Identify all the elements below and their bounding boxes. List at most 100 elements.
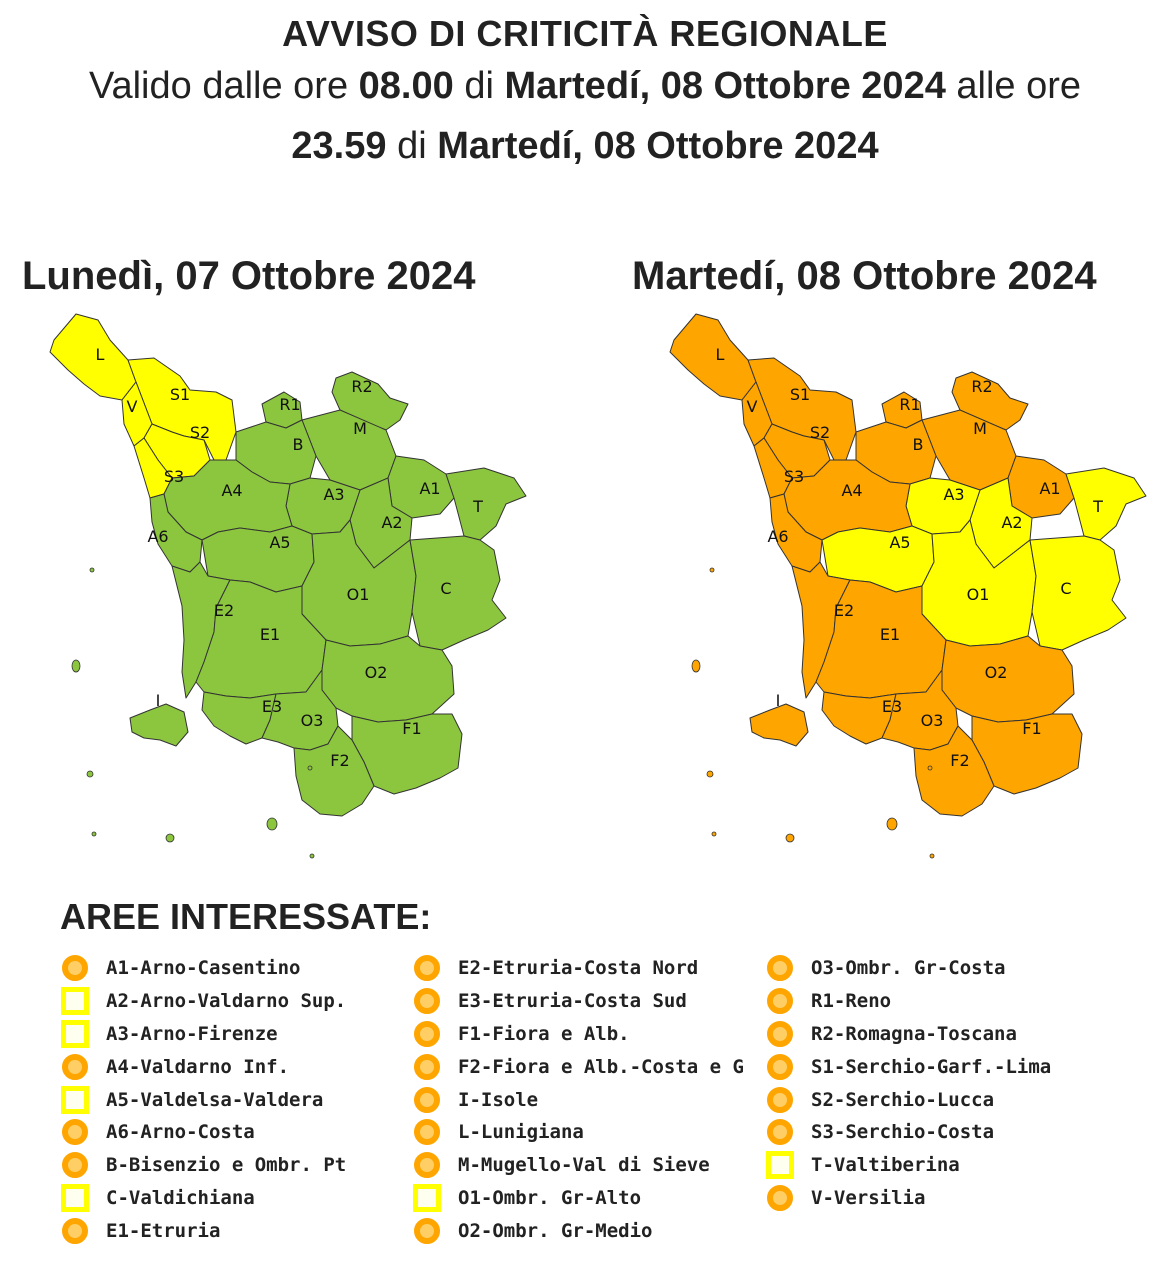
zone-label: O2	[985, 663, 1008, 682]
islet	[91, 831, 97, 837]
legend-item: R2-Romagna-Toscana	[765, 1018, 1051, 1051]
orange-circle-icon	[765, 1117, 795, 1147]
legend-item: M-Mugello-Val di Sieve	[412, 1149, 744, 1182]
zone-label: A2	[381, 513, 402, 532]
legend-item: R1-Reno	[765, 985, 1051, 1018]
legend-item-label: I-Isole	[458, 1088, 539, 1111]
legend-item: V-Versilia	[765, 1182, 1051, 1215]
zone-label: E3	[262, 697, 282, 716]
legend-item-label: E1-Etruria	[106, 1219, 221, 1242]
zone-label: O3	[301, 711, 324, 730]
zone-c	[1029, 535, 1127, 651]
legend-item: A6-Arno-Costa	[60, 1116, 346, 1149]
legend-item: A4-Valdarno Inf.	[60, 1050, 346, 1083]
islet	[711, 831, 717, 837]
orange-circle-icon	[412, 1216, 442, 1246]
yellow-square-icon	[412, 1183, 442, 1213]
legend-item-label: A5-Valdelsa-Valdera	[106, 1088, 324, 1111]
orange-circle-icon	[412, 1052, 442, 1082]
zone-f2	[913, 725, 995, 817]
legend-item-label: A3-Arno-Firenze	[106, 1022, 278, 1045]
legend-item: E1-Etruria	[60, 1214, 346, 1247]
orange-circle-icon	[60, 1216, 90, 1246]
zone-i	[749, 703, 809, 747]
legend-item-label: C-Valdichiana	[106, 1186, 255, 1209]
legend-item: S1-Serchio-Garf.-Lima	[765, 1050, 1051, 1083]
zone-label: S3	[784, 467, 804, 486]
legend-item-label: A4-Valdarno Inf.	[106, 1055, 290, 1078]
zone-label: A2	[1001, 513, 1022, 532]
zone-label: E2	[834, 601, 854, 620]
legend-item-label: T-Valtiberina	[811, 1154, 960, 1177]
zone-label: B	[293, 435, 304, 454]
zone-label: E2	[214, 601, 234, 620]
legend-item-label: R2-Romagna-Toscana	[811, 1022, 1017, 1045]
legend-item-label: A2-Arno-Valdarno Sup.	[106, 990, 347, 1013]
legend-column-1: A1-Arno-Casentino A2-Arno-Valdarno Sup. A3…	[60, 952, 346, 1247]
legend-item-label: V-Versilia	[811, 1186, 926, 1209]
zone-label: S1	[790, 385, 810, 404]
zone-label: M	[353, 419, 367, 438]
zone-f2	[293, 725, 375, 817]
islet	[929, 853, 935, 859]
zone-t	[445, 467, 527, 541]
zone-label: F2	[950, 751, 969, 770]
legend-item: O3-Ombr. Gr-Costa	[765, 952, 1051, 985]
legend-item-label: F2-Fiora e Alb.-Costa e G	[458, 1055, 744, 1078]
islet	[165, 833, 175, 843]
legend-item: L-Lunigiana	[412, 1116, 744, 1149]
zone-label: T	[1092, 497, 1103, 516]
zone-o2	[941, 635, 1075, 723]
zone-label: O1	[967, 585, 990, 604]
zone-label: T	[472, 497, 483, 516]
zone-label: O3	[921, 711, 944, 730]
zone-label: M	[973, 419, 987, 438]
islet	[886, 817, 898, 831]
zone-label: O2	[365, 663, 388, 682]
start-date: Martedí, 08 Ottobre 2024	[504, 65, 946, 107]
zone-label: A1	[1039, 479, 1060, 498]
orange-circle-icon	[765, 1052, 795, 1082]
islet	[266, 817, 278, 831]
legend-item-label: O3-Ombr. Gr-Costa	[811, 957, 1006, 980]
legend-item-label: B-Bisenzio e Ombr. Pt	[106, 1154, 347, 1177]
legend-item-label: O1-Ombr. Gr-Alto	[458, 1186, 642, 1209]
orange-circle-icon	[60, 1150, 90, 1180]
legend-item: S3-Serchio-Costa	[765, 1116, 1051, 1149]
orange-circle-icon	[412, 1150, 442, 1180]
zone-label: B	[913, 435, 924, 454]
map-left-title: Lunedì, 07 Ottobre 2024	[22, 254, 476, 298]
zone-label: S2	[810, 423, 830, 442]
zone-label: A3	[323, 485, 344, 504]
orange-circle-icon	[412, 986, 442, 1016]
legend-item-label: L-Lunigiana	[458, 1121, 584, 1144]
orange-circle-icon	[60, 953, 90, 983]
orange-circle-icon	[765, 1085, 795, 1115]
zone-label: A1	[419, 479, 440, 498]
islet	[309, 853, 315, 859]
zone-label: E3	[882, 697, 902, 716]
orange-circle-icon	[765, 953, 795, 983]
legend-item: F1-Fiora e Alb.	[412, 1018, 744, 1051]
zone-label: A4	[221, 481, 242, 500]
zone-label: V	[127, 397, 138, 416]
legend-column-3: O3-Ombr. Gr-Costa R1-Reno R2-Romagna-Tosca…	[765, 952, 1051, 1214]
orange-circle-icon	[412, 1117, 442, 1147]
zone-label: A5	[889, 533, 910, 552]
zone-label: E1	[260, 625, 280, 644]
zone-o2	[321, 635, 455, 723]
end-date: Martedí, 08 Ottobre 2024	[437, 125, 879, 167]
yellow-square-icon	[60, 1085, 90, 1115]
zone-label: A5	[269, 533, 290, 552]
zone-label: E1	[880, 625, 900, 644]
yellow-square-icon	[765, 1150, 795, 1180]
orange-circle-icon	[412, 1019, 442, 1049]
legend-item-label: A1-Arno-Casentino	[106, 957, 301, 980]
legend-item: B-Bisenzio e Ombr. Pt	[60, 1149, 346, 1182]
zone-label: C	[440, 579, 451, 598]
orange-circle-icon	[765, 986, 795, 1016]
zone-label: A6	[147, 527, 168, 546]
zone-label: A3	[943, 485, 964, 504]
zone-label: A4	[841, 481, 862, 500]
zone-label: R1	[899, 395, 920, 414]
